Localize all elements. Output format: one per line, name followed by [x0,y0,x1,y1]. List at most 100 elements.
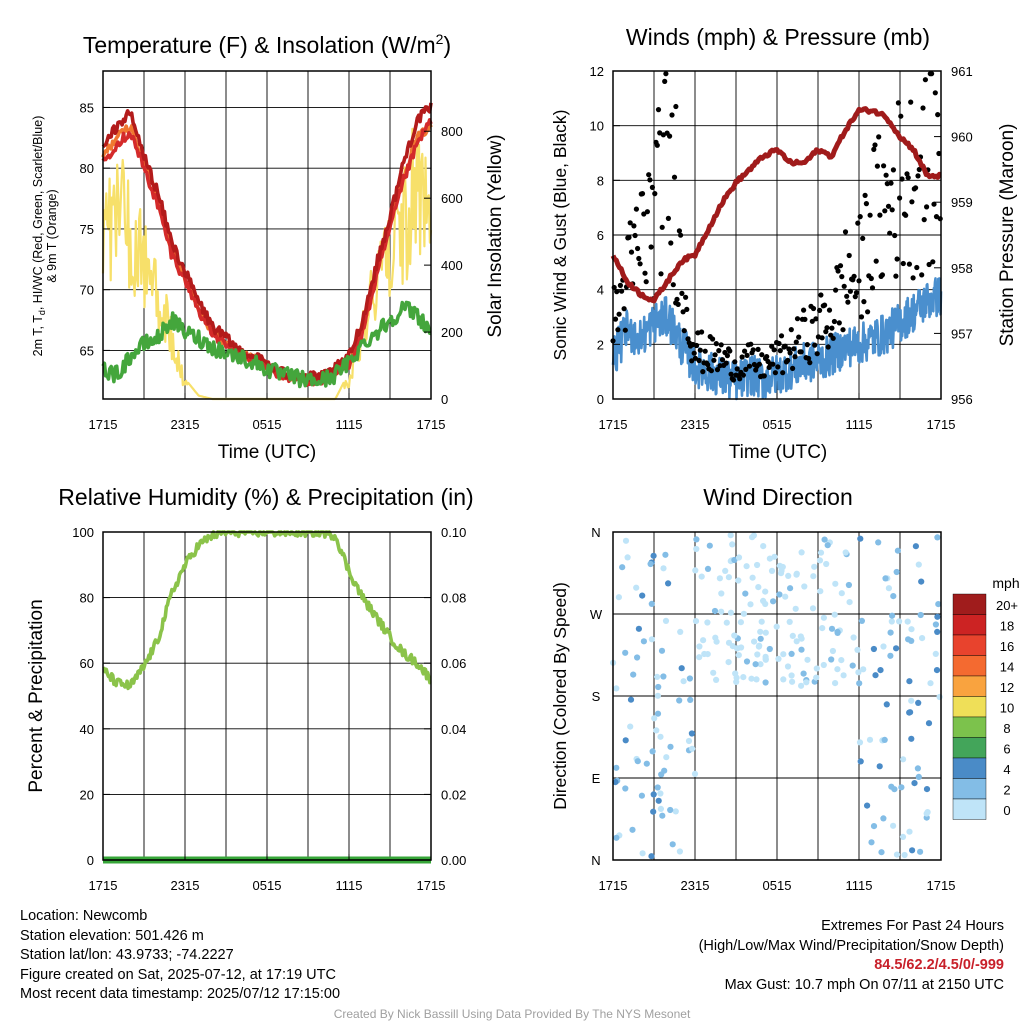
direction-point [820,614,828,621]
gust-point [876,134,882,140]
max-gust-text: Max Gust: 10.7 mph On 07/11 at 2150 UTC [724,976,1004,993]
gust-point [740,372,747,378]
direction-point [669,841,676,848]
gust-point [683,294,689,300]
gust-point [822,302,828,308]
direction-point [622,649,629,656]
direction-point [934,534,941,541]
direction-point [613,764,620,771]
gust-point [627,220,633,226]
direction-point [725,659,732,666]
direction-point [889,612,896,619]
gust-point [826,307,833,313]
gust-point [643,279,649,285]
direction-point [740,610,748,617]
gust-point [888,180,894,186]
gust-point [648,244,654,250]
x-tick-label: 0515 [253,878,282,893]
gust-point [855,220,861,226]
gust-point [890,167,897,173]
direction-point [639,592,646,599]
direction-point [829,647,837,655]
direction-point [654,784,661,791]
gust-point [756,361,763,367]
direction-grid [613,532,941,860]
direction-point [743,563,750,570]
gust-point [776,340,782,347]
gust-point [836,320,842,326]
direction-point [882,575,889,582]
direction-point [725,574,733,581]
gust-point [746,363,753,369]
direction-point [731,556,738,564]
direction-point [713,676,720,684]
temperature-series [101,102,433,389]
direction-point [735,652,742,659]
gust-point [732,359,738,365]
gust-point [887,230,893,236]
gust-point [669,112,675,118]
direction-point [908,697,915,704]
y-tick-label: 65 [80,343,94,358]
direction-point [624,554,631,561]
direction-point [823,560,830,568]
gust-point [616,311,622,317]
direction-point [914,765,922,772]
direction-point [662,617,670,625]
direction-point [686,675,694,682]
direction-point [756,642,763,649]
direction-point [864,802,871,809]
direction-point [890,822,897,829]
temperature-ticks: 1715 2315 0515 1115 1715 65 70 75 80 85 0 200 400 600… [80,100,463,432]
gust-point [812,342,818,348]
direction-point [693,536,700,543]
direction-point [716,575,724,582]
gust-point [696,357,702,364]
y-right-tick-label: 600 [441,191,463,206]
humidity-ylabel: Percent & Precipitation [26,599,47,792]
x-tick-label: 1715 [89,417,118,432]
gust-point [727,348,733,354]
direction-point [860,666,867,673]
gust-point [782,343,788,349]
direction-point [737,619,745,626]
direction-point [856,680,863,687]
gust-point [619,288,625,294]
gust-point [642,270,648,276]
gust-point [680,309,686,315]
direction-point [877,667,884,674]
direction-frame [612,531,942,861]
direction-point [722,567,729,575]
temperature-panel: 1715 2315 0515 1115 1715 65 70 75 80 85 0 200 400 600… [31,31,506,463]
gust-point [819,335,825,341]
direction-point [770,598,777,605]
gust-point [649,184,656,190]
gust-point [658,271,664,277]
gust-point [775,364,781,370]
direction-point [706,542,713,549]
colorbar-unit: mph [992,575,1019,591]
gust-point [786,346,792,352]
direction-point [648,600,655,608]
gust-point [862,192,868,198]
direction-point [909,847,916,854]
direction-point [918,578,925,585]
gust-point [903,212,909,218]
gust-point [824,325,830,331]
direction-point [662,551,669,558]
direction-point [887,629,894,636]
gust-point [723,360,729,366]
colorbar-swatch [952,655,987,677]
y-right-tick-label: 960 [951,130,973,145]
gust-point [842,229,849,235]
extremes-values: 84.5/62.2/4.5/0/-999 [874,957,1004,973]
direction-point [672,808,679,815]
direction-point [648,853,655,860]
direction-point [932,621,940,628]
speed-colorbar: mph 20+ 18 16 14 12 10 8 6 4 2 0 [952,575,1020,820]
gust-point [905,175,911,181]
gust-point [908,99,914,105]
gust-point [772,370,779,376]
gust-point [617,282,624,288]
direction-point [667,743,674,750]
